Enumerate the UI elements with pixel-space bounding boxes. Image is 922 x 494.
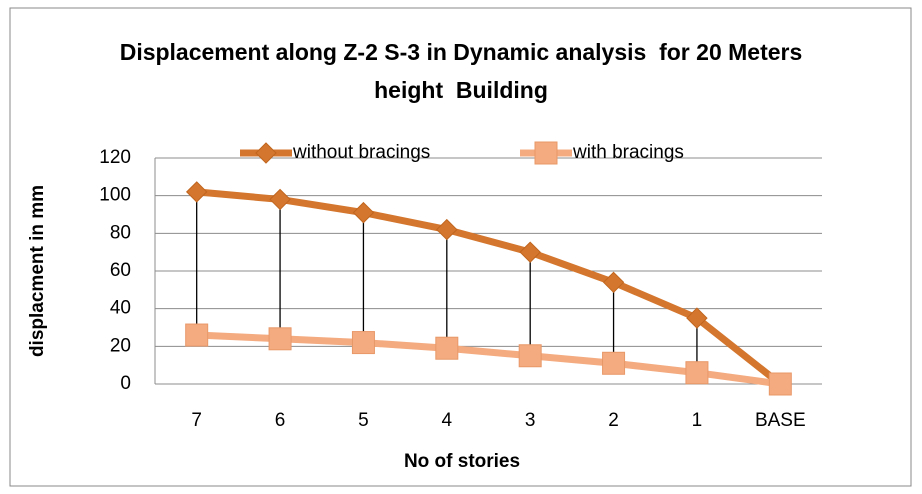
data-point — [268, 327, 292, 351]
data-point — [602, 351, 626, 375]
data-point — [686, 307, 708, 329]
series-line — [196, 331, 781, 388]
series-line — [196, 188, 783, 387]
data-point — [185, 181, 208, 203]
data-point — [768, 372, 792, 396]
y-tick-label: 80 — [110, 222, 131, 243]
legend-label: without bracings — [292, 142, 430, 163]
data-point — [436, 218, 458, 241]
x-tick-label: 3 — [525, 410, 536, 431]
y-axis-label: displacment in mm — [27, 185, 48, 357]
chart-title: Displacement along Z-2 S-3 in Dynamic an… — [119, 39, 809, 103]
legend-swatch-marker — [255, 142, 277, 164]
x-tick-label: 7 — [191, 410, 202, 431]
x-tick-label: 6 — [275, 410, 286, 431]
legend-label: with bracings — [572, 142, 684, 163]
y-tick-label: 20 — [110, 335, 131, 356]
x-tick-label: 5 — [358, 410, 369, 431]
x-tick-label: 1 — [692, 410, 703, 431]
data-point — [185, 323, 209, 347]
data-point — [519, 241, 541, 263]
x-tick-label: 2 — [608, 410, 619, 431]
y-tick-label: 120 — [99, 147, 131, 168]
data-point — [602, 271, 625, 294]
data-point — [685, 361, 709, 385]
y-tick-label: 100 — [99, 185, 131, 206]
data-point — [518, 344, 542, 368]
y-tick-label: 40 — [110, 298, 131, 319]
data-point — [435, 336, 459, 360]
y-tick-label: 0 — [120, 373, 131, 394]
chart-frame — [9, 7, 912, 487]
x-tick-label: 4 — [442, 410, 453, 431]
data-point — [269, 188, 291, 211]
data-point — [352, 201, 375, 224]
data-point — [351, 331, 375, 355]
legend-swatch-marker — [534, 141, 558, 165]
y-tick-label: 60 — [110, 260, 131, 281]
x-tick-label: BASE — [755, 410, 806, 431]
x-axis-label: No of stories — [404, 451, 520, 472]
